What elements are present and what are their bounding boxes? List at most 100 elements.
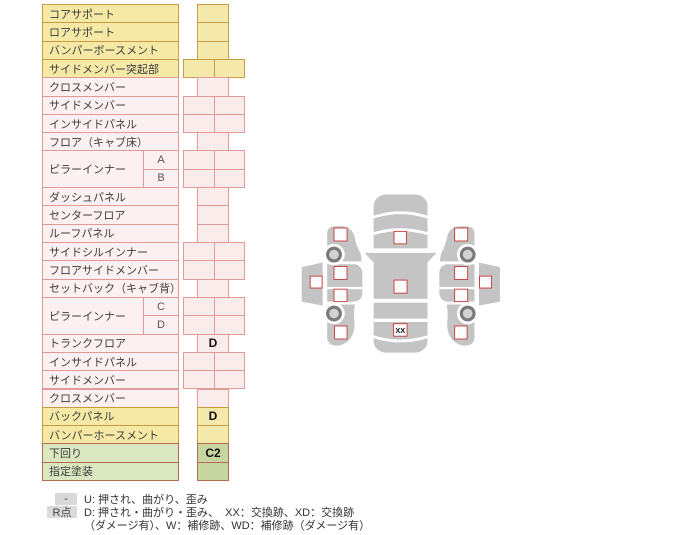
table-check-cell-left[interactable]: [183, 58, 215, 79]
row-label-text: クロスメンバー: [49, 393, 126, 406]
table-check-cell-right[interactable]: [214, 370, 245, 390]
table-check-cell-right[interactable]: [214, 242, 245, 262]
table-sub-label: C: [143, 296, 179, 317]
row-label-text: ピラーインナー: [49, 310, 126, 323]
table-row-label: 下回り: [42, 443, 179, 463]
table-check-cell-left[interactable]: [183, 296, 215, 317]
table-check-cell-left[interactable]: [183, 168, 215, 189]
table-check-cell-right[interactable]: [214, 260, 245, 280]
windshield-wing-right: [427, 252, 437, 263]
table-row-label: コアサポート: [42, 4, 179, 24]
table-row-label: サイドシルインナー: [42, 242, 179, 262]
table-check-cell[interactable]: [197, 77, 229, 97]
table-check-cell[interactable]: [197, 205, 229, 225]
table-check-cell-right[interactable]: [214, 95, 245, 115]
checkpoint-right-front-door[interactable]: [454, 266, 469, 280]
table-check-cell-left[interactable]: [183, 315, 215, 335]
checkpoint-trunk[interactable]: [393, 323, 408, 337]
row-label-text: バンパーホースメント: [49, 429, 159, 442]
table-check-cell-left[interactable]: [183, 113, 215, 134]
table-check-cell[interactable]: [197, 461, 229, 482]
checkpoint-right-roof-rail[interactable]: [479, 275, 492, 289]
row-label-text: サイドシルインナー: [49, 246, 148, 259]
checkpoint-right-quarter[interactable]: [454, 325, 468, 340]
windshield-seam: [371, 248, 430, 253]
table-check-cell-right[interactable]: [214, 168, 245, 189]
checkpoint-right-rear-door[interactable]: [454, 288, 469, 303]
table-check-cell[interactable]: C2: [197, 443, 229, 463]
table-check-cell-left[interactable]: [183, 150, 215, 170]
windshield-wing-left: [364, 252, 374, 263]
row-label-text: フロアサイドメンバー: [49, 264, 159, 277]
row-label-text: インサイドパネル: [49, 356, 137, 369]
table-check-cell-left[interactable]: [183, 260, 215, 280]
table-row-label: トランクフロア: [42, 333, 179, 353]
row-label-text: ロアサポート: [49, 26, 115, 39]
table-row-label: ダッシュパネル: [42, 187, 179, 207]
rear-wheel-hub: [329, 308, 339, 319]
table-sub-label: B: [143, 168, 179, 189]
table-row-label: クロスメンバー: [42, 388, 179, 408]
front-bumper-seam: [373, 211, 428, 219]
row-label-text: ピラーインナー: [49, 164, 126, 177]
table-check-cell[interactable]: [197, 388, 229, 408]
table-check-cell[interactable]: [197, 223, 229, 244]
front-wheel-hub: [462, 249, 473, 260]
row-label-text: インサイドパネル: [49, 118, 137, 131]
checkpoint-hood[interactable]: [393, 230, 407, 245]
table-check-cell[interactable]: [197, 132, 229, 152]
rear-wheel-hub: [462, 308, 473, 319]
row-label-text: バックパネル: [49, 411, 115, 424]
row-label-text: 指定塗装: [49, 466, 93, 479]
table-row-label: サイドメンバー: [42, 95, 179, 115]
row-label-text: センターフロア: [49, 210, 126, 223]
table-check-cell[interactable]: [197, 22, 229, 42]
car-left-side-view: [301, 226, 364, 346]
legend-key-rpoint: R点: [47, 506, 77, 519]
row-label-text: サイドメンバー: [49, 374, 126, 387]
table-check-cell[interactable]: [197, 278, 229, 298]
trunk-seam: [371, 318, 430, 323]
table-row-label: センターフロア: [42, 205, 179, 225]
table-check-cell-left[interactable]: [183, 370, 215, 390]
table-check-cell[interactable]: [197, 40, 229, 60]
table-check-cell[interactable]: D: [197, 406, 229, 427]
checkpoint-left-quarter[interactable]: [334, 325, 348, 340]
table-check-cell-right[interactable]: [214, 58, 245, 79]
checkpoint-right-front-fender[interactable]: [454, 227, 469, 242]
table-check-cell[interactable]: [197, 187, 229, 207]
table-row-label: ピラーインナー: [42, 150, 144, 189]
row-label-text: フロア（キャブ床）: [49, 136, 148, 149]
checkpoint-left-front-door[interactable]: [333, 266, 348, 280]
row-label-text: セットバック（キャブ背）: [49, 283, 179, 296]
table-check-cell[interactable]: [197, 4, 229, 24]
checkpoint-left-rear-door[interactable]: [333, 288, 348, 303]
table-row-label: サイドメンバー突起部: [42, 58, 179, 79]
table-check-cell[interactable]: [197, 425, 229, 445]
table-check-cell-left[interactable]: [183, 95, 215, 115]
checkpoint-left-front-fender[interactable]: [333, 227, 348, 242]
checkpoint-roof[interactable]: [393, 279, 408, 294]
car-top-body: [373, 194, 428, 353]
table-check-cell-left[interactable]: [183, 242, 215, 262]
table-row-label: サイドメンバー: [42, 370, 179, 390]
table-check-cell-left[interactable]: [183, 351, 215, 372]
trunk-damage-mark: XX: [395, 326, 405, 335]
row-label-text: コアサポート: [49, 8, 115, 21]
table-check-cell-right[interactable]: [214, 150, 245, 170]
table-check-cell-right[interactable]: [214, 113, 245, 134]
row-label-text: 下回り: [49, 448, 82, 461]
table-check-cell-right[interactable]: [214, 315, 245, 335]
table-row-label: 指定塗装: [42, 461, 179, 482]
table-check-cell-right[interactable]: [214, 351, 245, 372]
car-top-view: XX: [364, 194, 437, 353]
row-label-text: トランクフロア: [49, 338, 126, 351]
checkpoint-left-roof-rail[interactable]: [309, 275, 323, 289]
table-sub-label: D: [143, 315, 179, 335]
table-row-label: クロスメンバー: [42, 77, 179, 97]
table-sub-label: A: [143, 150, 179, 170]
car-right-side-view: [438, 226, 500, 346]
table-check-cell-right[interactable]: [214, 296, 245, 317]
table-check-cell[interactable]: D: [197, 333, 229, 353]
